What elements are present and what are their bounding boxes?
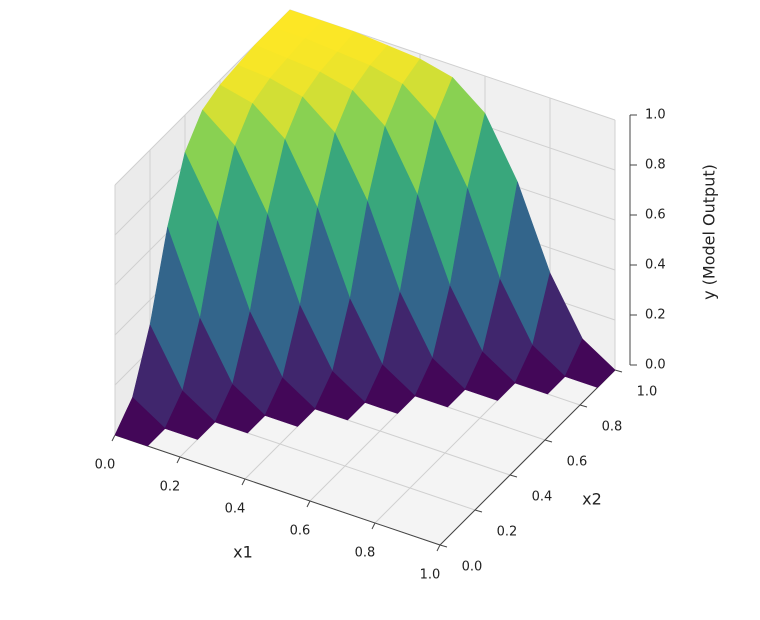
- y-axis-label: x2: [582, 490, 602, 509]
- x-tick-label: 1.0: [420, 568, 441, 583]
- y-tick-label: 0.6: [567, 455, 588, 470]
- x-axis-label: x1: [233, 543, 253, 562]
- y-tick-label: 0.8: [602, 420, 623, 435]
- z-tick-label: 0.0: [645, 358, 666, 373]
- x-tick-label: 0.0: [95, 458, 116, 473]
- x-tick-label: 0.4: [225, 502, 246, 517]
- y-tick: [439, 544, 448, 548]
- z-tick-label: 0.8: [645, 158, 666, 173]
- y-tick: [579, 404, 588, 408]
- x-tick: [176, 456, 181, 464]
- x-axis-line: [114, 434, 441, 546]
- z-tick-label: 1.0: [645, 108, 666, 123]
- z-tick-label: 0.6: [645, 208, 666, 223]
- y-tick-label: 0.0: [462, 560, 483, 575]
- z-tick-label: 0.4: [645, 258, 666, 273]
- y-tick: [614, 369, 623, 373]
- y-axis-line: [439, 369, 616, 546]
- x-tick-label: 0.8: [355, 546, 376, 561]
- y-tick-label: 1.0: [637, 385, 658, 400]
- x-tick: [436, 544, 441, 552]
- x-tick-label: 0.2: [160, 480, 181, 495]
- y-tick-label: 0.4: [532, 490, 553, 505]
- y-tick: [474, 509, 483, 513]
- x-tick: [306, 500, 311, 508]
- y-tick: [509, 474, 518, 478]
- z-axis-label: y (Model Output): [700, 164, 719, 300]
- x-tick: [241, 478, 246, 486]
- x-tick: [371, 522, 376, 530]
- y-tick: [544, 439, 553, 443]
- y-tick-label: 0.2: [497, 525, 518, 540]
- surface-cell: [564, 338, 616, 388]
- x-tick: [111, 434, 116, 442]
- x-tick-label: 0.6: [290, 524, 311, 539]
- z-tick-label: 0.2: [645, 308, 666, 323]
